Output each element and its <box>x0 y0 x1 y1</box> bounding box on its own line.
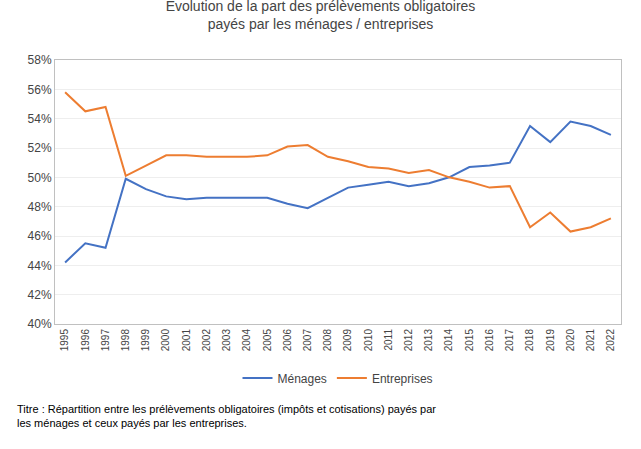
svg-text:44%: 44% <box>28 259 52 273</box>
svg-text:1996: 1996 <box>80 329 91 352</box>
svg-text:2016: 2016 <box>484 329 495 352</box>
svg-text:2022: 2022 <box>605 329 616 352</box>
svg-text:48%: 48% <box>28 200 52 214</box>
svg-text:52%: 52% <box>28 141 52 155</box>
svg-text:1999: 1999 <box>140 329 151 352</box>
svg-text:2013: 2013 <box>423 329 434 352</box>
svg-text:1998: 1998 <box>120 329 131 352</box>
svg-text:2021: 2021 <box>585 329 596 352</box>
svg-text:2005: 2005 <box>262 329 273 352</box>
svg-text:2008: 2008 <box>322 329 333 352</box>
svg-text:2020: 2020 <box>565 329 576 352</box>
svg-text:40%: 40% <box>28 317 52 331</box>
svg-text:2000: 2000 <box>160 329 171 352</box>
svg-text:2007: 2007 <box>302 329 313 352</box>
svg-text:2019: 2019 <box>545 329 556 352</box>
svg-text:2003: 2003 <box>221 329 232 352</box>
svg-text:1997: 1997 <box>100 329 111 352</box>
svg-text:2009: 2009 <box>342 329 353 352</box>
svg-text:56%: 56% <box>28 83 52 97</box>
svg-text:1995: 1995 <box>59 329 70 352</box>
svg-text:54%: 54% <box>28 112 52 126</box>
svg-text:2002: 2002 <box>201 329 212 352</box>
svg-text:50%: 50% <box>28 171 52 185</box>
svg-text:2012: 2012 <box>403 329 414 352</box>
svg-text:2018: 2018 <box>524 329 535 352</box>
svg-text:2017: 2017 <box>504 329 515 352</box>
svg-text:2010: 2010 <box>363 329 374 352</box>
svg-text:58%: 58% <box>28 53 52 67</box>
svg-text:2014: 2014 <box>443 329 454 352</box>
svg-text:2001: 2001 <box>181 329 192 352</box>
svg-text:42%: 42% <box>28 288 52 302</box>
svg-text:2004: 2004 <box>241 329 252 352</box>
svg-text:Entreprises: Entreprises <box>372 372 433 386</box>
svg-text:46%: 46% <box>28 229 52 243</box>
svg-text:Evolution de la part des prélè: Evolution de la part des prélèvements ob… <box>166 0 476 32</box>
svg-text:2015: 2015 <box>464 329 475 352</box>
svg-text:2006: 2006 <box>282 329 293 352</box>
svg-text:Ménages: Ménages <box>278 372 327 386</box>
svg-text:Titre : Répartition entre les: Titre : Répartition entre les prélèvemen… <box>17 403 436 429</box>
svg-text:2011: 2011 <box>383 329 394 351</box>
